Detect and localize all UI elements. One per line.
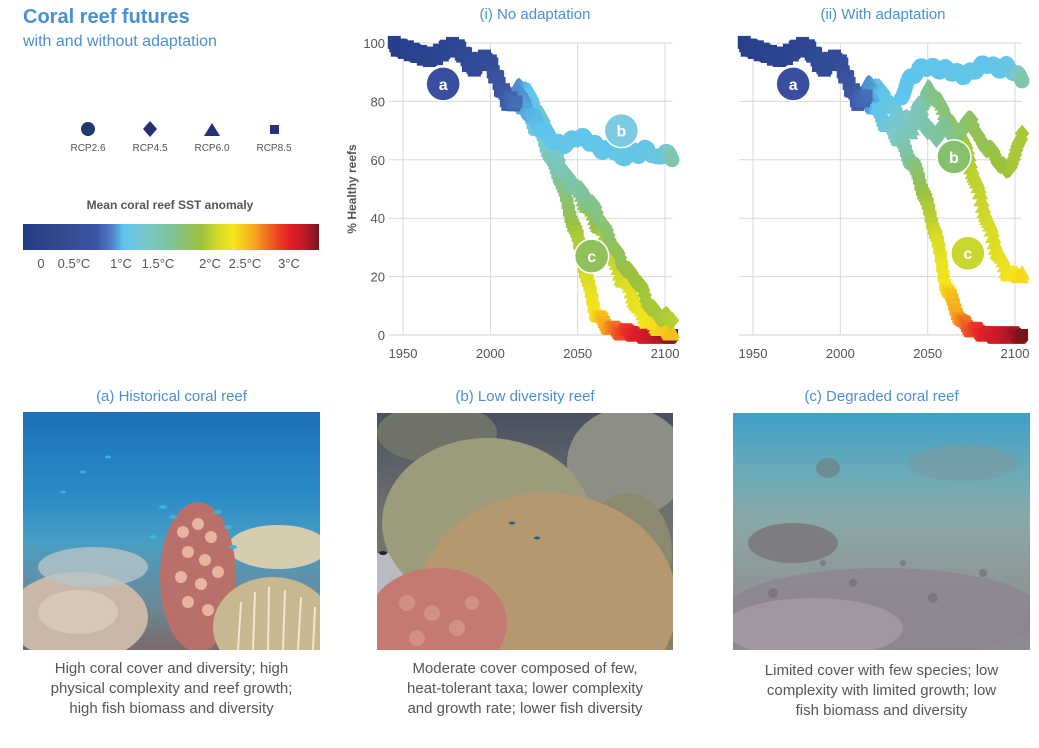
caption-line: fish biomass and diversity — [795, 702, 968, 719]
panel-title-low-diversity: (b) Low diversity reef — [455, 388, 595, 405]
chart-no-adaptation: 0 20 40 60 80 100 1950 2000 2050 2100 % Healthy re… — [345, 35, 681, 361]
svg-text:c: c — [587, 249, 596, 266]
y-tick-label: 80 — [371, 94, 385, 109]
colorbar-tick: 3°C — [278, 256, 300, 271]
colorbar-tick: 2.5°C — [228, 256, 262, 271]
svg-text:b: b — [949, 150, 959, 167]
y-tick-label: 100 — [363, 36, 385, 51]
legend-label: RCP2.6 — [70, 143, 106, 154]
colorbar-tick: 1°C — [110, 256, 132, 271]
caption-line: High coral cover and diversity; high — [54, 660, 289, 677]
series-rcp2-6 — [894, 55, 1030, 106]
photo-historical-coral-reef — [23, 412, 320, 650]
annotation-c: c — [950, 235, 986, 271]
diamond-marker-icon — [143, 121, 157, 137]
annotation-b: b — [603, 112, 640, 149]
y-tick-label: 20 — [371, 270, 385, 285]
panel-title-historical: (a) Historical coral reef — [96, 388, 247, 405]
legend-item-rcp26: RCP2.6 — [58, 118, 118, 154]
legend-item-rcp45: RCP4.5 — [120, 118, 180, 154]
svg-text:a: a — [439, 77, 448, 94]
x-tick-label: 2000 — [476, 346, 505, 361]
caption-line: heat-tolerant taxa; lower complexity — [407, 680, 643, 697]
photo-low-diversity-reef — [377, 413, 673, 650]
legend-label: RCP4.5 — [132, 143, 168, 154]
circle-marker-icon — [81, 122, 95, 136]
chart-title-with-adaptation: (ii) With adaptation — [820, 6, 946, 23]
colorbar-tick: 1.5°C — [141, 256, 175, 271]
svg-text:c: c — [963, 246, 972, 263]
figure-title: Coral reef futures — [23, 6, 190, 28]
annotation-c: c — [573, 238, 610, 274]
chart-title-no-adaptation: (i) No adaptation — [479, 6, 591, 23]
svg-text:b: b — [616, 124, 626, 141]
caption-low-diversity: Moderate cover composed of few, heat-tol… — [367, 659, 683, 719]
series-historical-all-rcps- — [387, 35, 523, 112]
caption-line: high fish biomass and diversity — [69, 700, 274, 717]
chart-with-adaptation: 1950 2000 2050 2100 a b c — [737, 35, 1031, 361]
x-tick-label: 2050 — [913, 346, 942, 361]
x-tick-label: 2050 — [563, 346, 592, 361]
colorbar-tick: 0 — [37, 256, 45, 271]
y-axis-label: % Healthy reefs — [345, 144, 359, 234]
caption-line: and growth rate; lower fish diversity — [407, 700, 643, 717]
sst-colorbar — [23, 224, 319, 250]
caption-historical: High coral cover and diversity; high phy… — [13, 659, 330, 719]
x-tick-label: 2100 — [1001, 346, 1030, 361]
x-tick-label: 2000 — [826, 346, 855, 361]
x-tick-label: 1950 — [389, 346, 418, 361]
caption-line: Limited cover with few species; low — [764, 662, 999, 679]
legend-item-rcp85: RCP8.5 — [244, 118, 304, 154]
colorbar-title: Mean coral reef SST anomaly — [86, 198, 254, 212]
photo-degraded-coral-reef — [733, 413, 1030, 650]
y-tick-label: 40 — [371, 211, 385, 226]
annotation-b: b — [936, 139, 972, 175]
y-tick-label: 0 — [378, 328, 385, 343]
series-historical-all-rcps- — [737, 35, 873, 111]
annotation-a: a — [775, 66, 811, 102]
caption-line: physical complexity and reef growth; — [50, 680, 293, 697]
legend-item-rcp60: RCP6.0 — [182, 118, 242, 154]
annotation-a: a — [425, 66, 461, 102]
x-tick-label: 2100 — [651, 346, 680, 361]
caption-line: Moderate cover composed of few, — [412, 660, 638, 677]
legend-label: RCP6.0 — [194, 143, 230, 154]
colorbar-tick: 0.5°C — [57, 256, 91, 271]
legend-label: RCP8.5 — [256, 143, 292, 154]
series-rcp8-5 — [860, 92, 1029, 344]
panel-title-degraded: (c) Degraded coral reef — [804, 388, 959, 405]
square-marker-icon — [270, 125, 279, 134]
y-tick-label: 60 — [371, 153, 385, 168]
caption-degraded: Limited cover with few species; low comp… — [723, 661, 1039, 721]
figure-subtitle: with and without adaptation — [23, 33, 217, 50]
svg-text:a: a — [789, 77, 798, 94]
triangle-marker-icon — [204, 123, 220, 136]
x-tick-label: 1950 — [739, 346, 768, 361]
colorbar-tick: 2°C — [199, 256, 221, 271]
caption-line: complexity with limited growth; low — [766, 682, 997, 699]
